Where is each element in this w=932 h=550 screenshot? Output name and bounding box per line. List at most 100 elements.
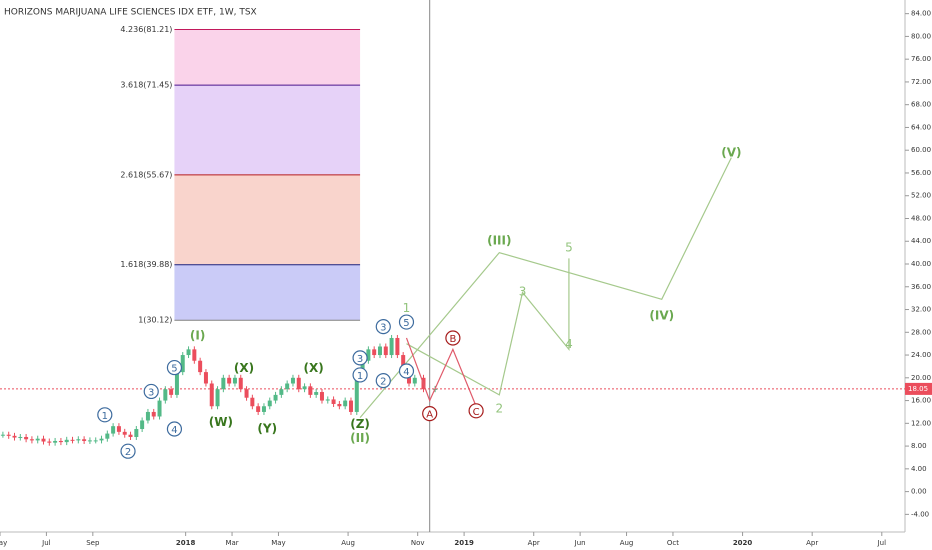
wave-label: 1 — [403, 301, 411, 315]
wave-circle — [143, 383, 159, 400]
x-tick-label: 2020 — [733, 539, 753, 547]
y-tick-label: 60.00 — [911, 146, 931, 154]
candle-body — [244, 389, 249, 398]
wave-label: 5 — [403, 318, 409, 329]
y-tick-label: -4.00 — [911, 510, 929, 518]
y-tick-label: 72.00 — [911, 78, 931, 86]
wave-circle — [166, 421, 183, 437]
candle-body — [24, 436, 29, 440]
wave-circle — [398, 363, 415, 379]
candle-body — [58, 440, 63, 443]
candle-body — [157, 400, 162, 417]
candle-body — [18, 436, 23, 438]
price-tag — [905, 382, 932, 395]
x-tick-label: May — [0, 539, 7, 547]
wave-label: 3 — [519, 284, 527, 298]
wave-circle — [468, 403, 484, 419]
wave-label: 3 — [148, 387, 154, 398]
y-tick-label: 36.00 — [911, 283, 931, 291]
y-tick-label: 20.00 — [911, 374, 931, 382]
wave-label: 5 — [171, 364, 177, 375]
candle-body — [105, 433, 110, 439]
candle-body — [279, 389, 284, 395]
candle-body — [29, 439, 34, 441]
candle-body — [0, 434, 5, 436]
candle-body — [308, 386, 313, 395]
x-tick-label: Oct — [667, 539, 679, 547]
candle-body — [6, 434, 11, 436]
candle-body — [395, 337, 400, 356]
fib-label: 1.618(39.88) — [120, 260, 172, 269]
candle-body — [372, 349, 377, 356]
wave-label: 2 — [495, 401, 503, 415]
y-tick-label: 24.00 — [911, 351, 931, 359]
candle-body — [331, 399, 336, 404]
candle-body — [337, 403, 342, 407]
candle-body — [209, 383, 214, 407]
wave-circle — [445, 330, 461, 346]
candle-body — [273, 394, 278, 401]
candle-body — [250, 397, 255, 407]
wave-label: (V) — [721, 145, 741, 159]
wave-label: 4 — [171, 425, 177, 436]
fib-label: 1(30.12) — [138, 316, 172, 325]
y-tick-label: 52.00 — [911, 192, 931, 200]
candle-body — [377, 346, 382, 356]
y-tick-label: 84.00 — [911, 10, 931, 18]
y-tick-label: 16.00 — [911, 397, 931, 405]
candle-body — [401, 355, 406, 367]
wave-circle — [422, 406, 438, 422]
candle-body — [134, 429, 139, 437]
wave-label: 1 — [357, 371, 363, 382]
candle-body — [186, 349, 191, 356]
candle-body — [232, 377, 237, 384]
y-tick-label: 32.00 — [911, 306, 931, 314]
wave-label: 4 — [403, 367, 409, 378]
candle-body — [111, 426, 116, 434]
x-tick-label: Jun — [574, 539, 586, 547]
wave-circle — [120, 443, 136, 459]
x-tick-label: Nov — [411, 539, 425, 547]
candle-body — [70, 439, 75, 441]
fib-label: 4.236(81.21) — [120, 25, 172, 34]
fib-label: 3.618(71.45) — [120, 81, 172, 90]
candle-body — [238, 377, 243, 390]
candle-body — [140, 420, 145, 430]
candle-body — [319, 392, 324, 401]
wave-label: 2 — [125, 447, 131, 458]
wave-label: 3 — [380, 323, 386, 334]
candle-body — [215, 389, 220, 407]
x-tick-label: Aug — [341, 539, 355, 547]
candle-body — [122, 431, 127, 435]
candle-body — [145, 411, 150, 421]
candle-body — [169, 389, 174, 395]
wave-circle — [375, 318, 391, 335]
candle-body — [82, 439, 87, 441]
candle-body — [174, 372, 179, 395]
x-tick-label: 2018 — [176, 539, 196, 547]
wave-label: 3 — [357, 354, 363, 365]
wave-label: 5 — [565, 240, 573, 254]
wave-label: C — [473, 407, 480, 418]
wave-projection — [406, 258, 570, 396]
y-tick-label: 56.00 — [911, 169, 931, 177]
candle-body — [383, 346, 388, 356]
candle-body — [261, 406, 266, 412]
candle-body — [128, 434, 133, 437]
wave-label: (W) — [209, 415, 233, 429]
candle-body — [290, 377, 295, 384]
candle-body — [221, 377, 226, 390]
candle-body — [99, 438, 104, 441]
candle-body — [348, 400, 353, 412]
x-tick-label: Apr — [528, 539, 540, 547]
candle-body — [47, 441, 52, 443]
chart-title: HORIZONS MARIJUANA LIFE SCIENCES IDX ETF… — [4, 8, 257, 18]
wave-label: B — [449, 334, 456, 345]
wave-circle — [352, 350, 368, 366]
y-tick-label: 0.00 — [911, 488, 927, 496]
wave-projection — [359, 157, 732, 419]
candle-body — [53, 440, 58, 443]
candle-body — [151, 411, 156, 417]
y-tick-label: 80.00 — [911, 32, 931, 40]
x-tick-label: May — [271, 539, 285, 547]
